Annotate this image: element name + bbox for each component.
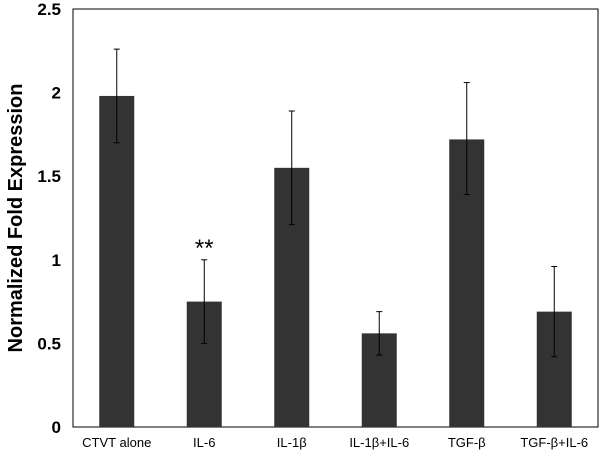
x-tick-label: IL-1β [277, 435, 307, 450]
significance-annotation: ** [195, 235, 214, 262]
plot-frame [72, 8, 599, 428]
x-tick-label: TGF-β+IL-6 [520, 435, 588, 450]
y-tick-label: 0 [52, 418, 61, 437]
bar-0 [99, 95, 135, 427]
y-tick-label: 1.5 [37, 167, 61, 186]
x-tick-label: CTVT alone [82, 435, 151, 450]
y-tick-label: 2.5 [37, 0, 61, 19]
y-tick-label: 0.5 [37, 334, 61, 353]
x-tick-label: TGF-β [448, 435, 486, 450]
y-tick-label: 1 [52, 251, 61, 270]
x-tick-label: IL-1β+IL-6 [349, 435, 409, 450]
y-axis-label: Normalized Fold Expression [5, 84, 27, 353]
y-tick-label: 2 [52, 84, 61, 103]
x-tick-label: IL-6 [193, 435, 215, 450]
